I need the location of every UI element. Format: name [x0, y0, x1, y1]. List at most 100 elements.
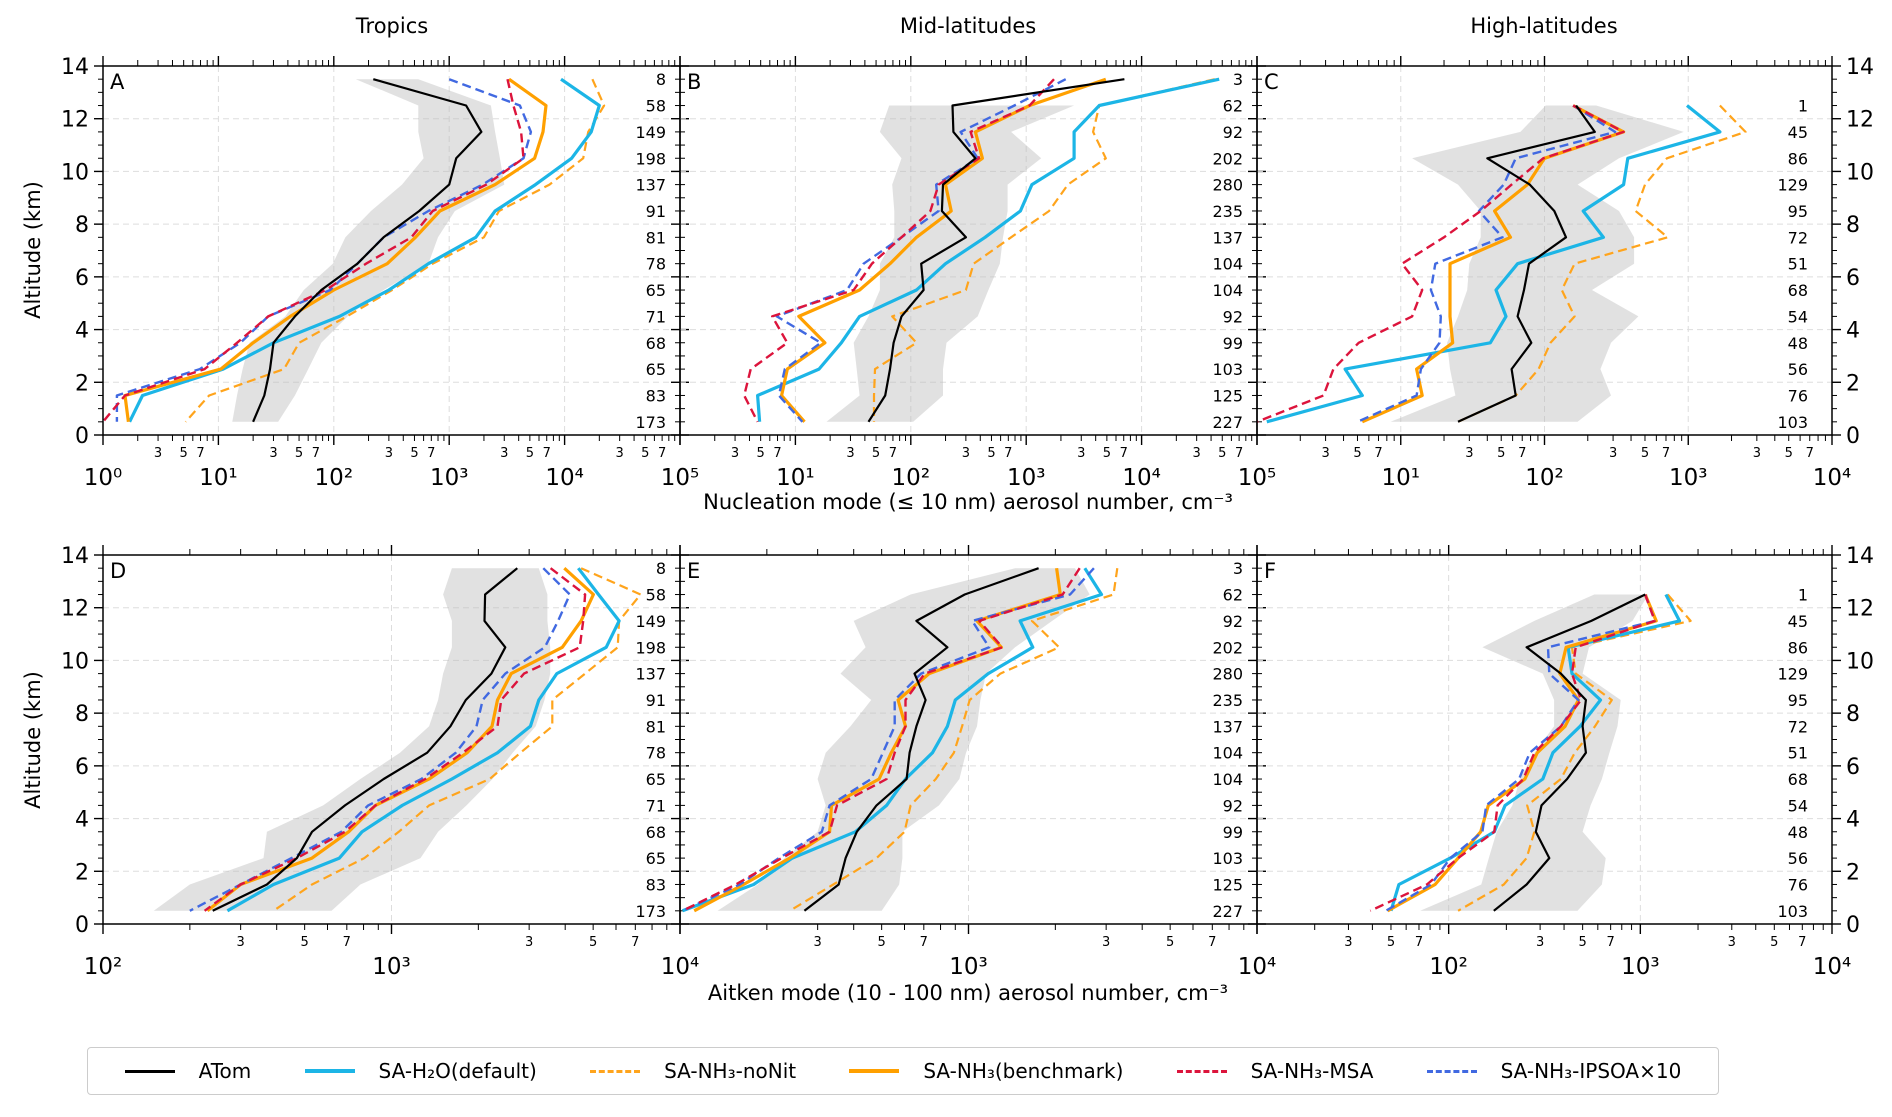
x-tick-label: 10⁴	[1238, 954, 1277, 980]
y-tick-label: 12	[61, 597, 89, 622]
y-tick-label: 12	[1846, 597, 1874, 622]
sample-count-label: 99	[1223, 334, 1243, 353]
y-tick-label: 2	[75, 860, 89, 885]
series-line-msa	[1257, 104, 1625, 423]
sample-count-label: 65	[646, 770, 666, 789]
x-minor-tick-label: 3	[1536, 935, 1544, 950]
atom-range-band	[153, 568, 551, 911]
x-minor-tick-label: 5	[180, 446, 188, 461]
y-tick-label: 6	[75, 266, 89, 291]
x-minor-tick-label: 5	[301, 935, 309, 950]
x-minor-tick-label: 3	[1193, 446, 1201, 461]
y-tick-label: 4	[1846, 319, 1860, 344]
series-line-ipsoa	[1357, 104, 1617, 423]
x-minor-tick-label: 5	[641, 446, 649, 461]
y-tick-label: 2	[1846, 371, 1860, 396]
sample-count-label: 280	[1212, 176, 1243, 195]
panel-letter: B	[687, 70, 701, 94]
x-axis-label-bottom: Aitken mode (10 - 100 nm) aerosol number…	[707, 981, 1229, 1005]
series-line-atom	[803, 567, 1039, 912]
x-axis-label-top: Nucleation mode (≤ 10 nm) aerosol number…	[703, 490, 1233, 514]
sample-count-label: 3	[1233, 70, 1243, 89]
series-line-nonit	[1457, 104, 1747, 423]
legend-swatch-msa	[1176, 1069, 1227, 1073]
series-line-atom	[1493, 593, 1646, 912]
series-line-bench	[693, 567, 1062, 913]
panel-letter: C	[1264, 70, 1279, 94]
atom-range-band	[1390, 105, 1684, 422]
sample-count-label: 8	[656, 70, 666, 89]
x-tick-label: 10²	[315, 465, 354, 491]
sample-count-label: 198	[635, 149, 666, 168]
sample-count-label: 235	[1212, 202, 1243, 221]
x-minor-tick-label: 5	[1770, 935, 1778, 950]
sample-count-label: 48	[1788, 823, 1808, 842]
sample-count-label: 86	[1788, 149, 1808, 168]
x-minor-tick-label: 7	[1120, 446, 1128, 461]
sample-count-label: 65	[646, 849, 666, 868]
legend: ATom SA-H₂O(default) SA-NH₃-noNit SA-NH₃…	[87, 1047, 1719, 1095]
sample-count-label: 71	[646, 307, 666, 326]
sample-count-label: 129	[1777, 665, 1808, 684]
sample-count-label: 81	[646, 228, 666, 247]
sample-count-label: 72	[1788, 717, 1808, 736]
y-tick-label: 14	[1846, 544, 1874, 569]
x-tick-label: 10¹	[776, 465, 815, 491]
y-tick-label: 0	[1846, 424, 1860, 449]
x-minor-tick-label: 3	[1728, 935, 1736, 950]
x-tick-label: 10⁴	[1813, 954, 1852, 980]
sample-count-label: 227	[1212, 902, 1243, 921]
x-tick-label: 10²	[84, 954, 123, 980]
legend-swatch-ipsoa	[1426, 1069, 1477, 1073]
sample-count-label: 137	[1212, 228, 1243, 247]
x-minor-tick-label: 3	[814, 935, 822, 950]
x-minor-tick-label: 5	[757, 446, 765, 461]
sample-count-label: 137	[1212, 717, 1243, 736]
sample-count-label: 280	[1212, 665, 1243, 684]
x-tick-label: 10⁴	[1813, 465, 1852, 491]
x-minor-tick-label: 3	[154, 446, 162, 461]
series-line-ipsoa	[681, 567, 1095, 912]
x-minor-tick-label: 7	[773, 446, 781, 461]
x-minor-tick-label: 7	[1415, 935, 1423, 950]
legend-label: SA-NH₃(benchmark)	[923, 1059, 1124, 1083]
series-line-nonit	[872, 78, 1215, 422]
y-tick-label: 0	[1846, 913, 1860, 938]
x-minor-tick-label: 3	[1321, 446, 1329, 461]
y-tick-label: 4	[75, 808, 89, 833]
sample-count-label: 56	[1788, 849, 1808, 868]
sample-count-label: 104	[1212, 744, 1243, 763]
sample-count-label: 76	[1788, 386, 1808, 405]
sample-count-label: 227	[1212, 413, 1243, 432]
legend-label: SA-NH₃-noNit	[664, 1059, 797, 1083]
y-tick-label: 2	[1846, 860, 1860, 885]
x-minor-tick-label: 7	[658, 446, 666, 461]
series-line-nonit	[272, 567, 642, 912]
sample-count-label: 68	[646, 823, 666, 842]
x-tick-label: 10³	[372, 954, 411, 980]
sample-count-label: 81	[646, 717, 666, 736]
x-minor-tick-label: 3	[731, 446, 739, 461]
series-line-atom	[212, 567, 518, 912]
atom-range-band	[717, 568, 1090, 911]
column-title-tropics: Tropics	[355, 14, 429, 38]
x-minor-tick-label: 5	[1578, 935, 1586, 950]
atom-range-band	[1420, 594, 1649, 911]
y-tick-label: 6	[1846, 755, 1860, 780]
sample-count-label: 173	[635, 902, 666, 921]
x-minor-tick-label: 7	[1662, 446, 1670, 461]
legend-label: SA-NH₃-IPSOA×10	[1500, 1059, 1682, 1083]
x-minor-tick-label: 7	[1374, 446, 1382, 461]
legend-item-h2o: SA-H₂O(default)	[304, 1059, 537, 1083]
x-minor-tick-label: 5	[1218, 446, 1226, 461]
sample-count-label: 1	[1798, 97, 1808, 116]
x-tick-label: 10⁰	[84, 465, 123, 491]
sample-count-label: 104	[1212, 770, 1243, 789]
series-line-h2o	[681, 567, 1104, 913]
legend-item-bench: SA-NH₃(benchmark)	[849, 1059, 1123, 1083]
y-tick-label: 10	[1846, 160, 1874, 185]
sample-count-label: 149	[635, 123, 666, 142]
panel-letter: D	[110, 559, 126, 583]
sample-count-label: 91	[646, 202, 666, 221]
sample-count-label: 54	[1788, 307, 1808, 326]
